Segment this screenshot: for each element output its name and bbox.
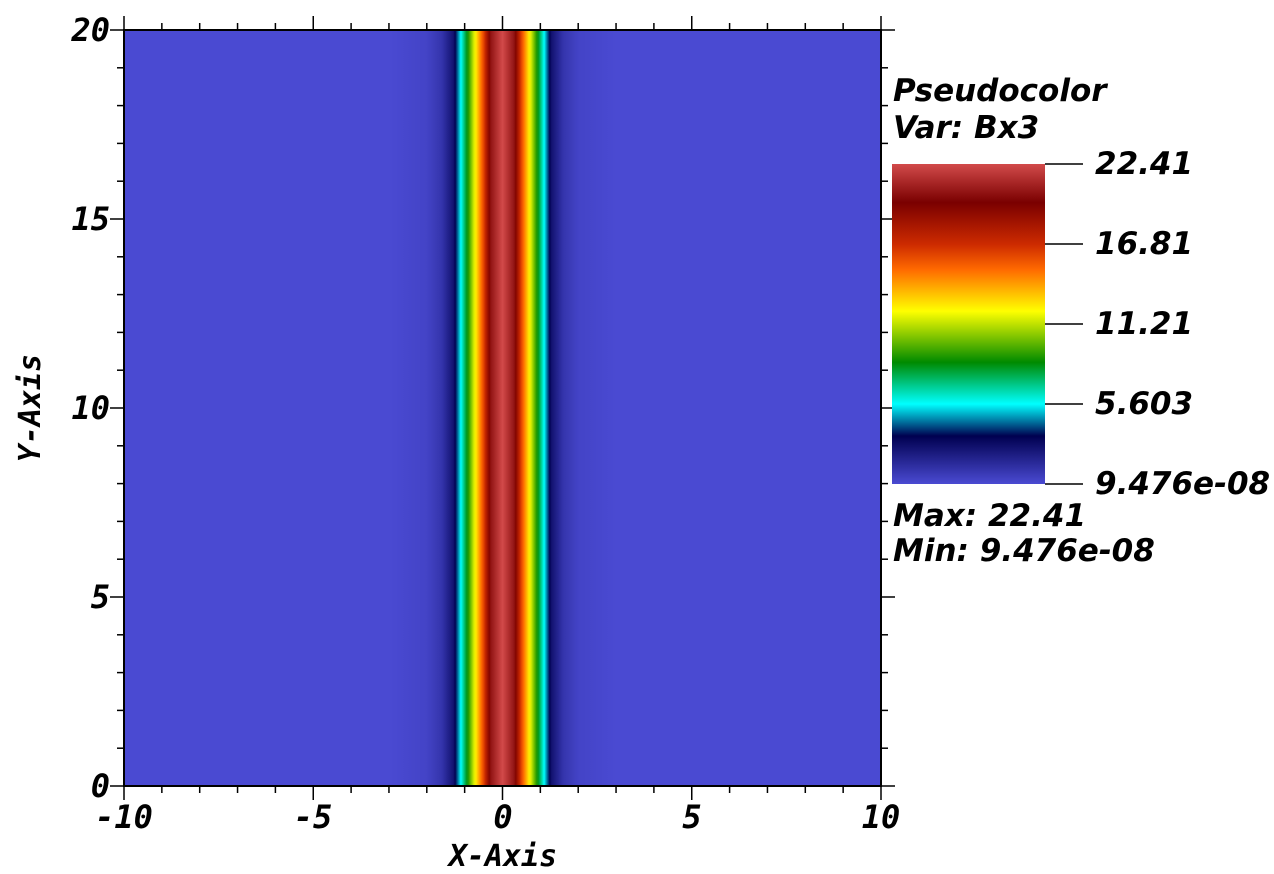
- y-tick-label: 0: [91, 767, 110, 805]
- colorbar-label: 16.81: [1095, 226, 1193, 262]
- colorbar-label: 22.41: [1095, 146, 1193, 182]
- legend-min: Min: 9.476e-08: [893, 533, 1155, 569]
- x-tick-label: 5: [682, 798, 701, 836]
- axis-ticks: [110, 16, 895, 800]
- x-axis-title: X-Axis: [446, 839, 557, 874]
- legend-variable: Var: Bx3: [893, 110, 1039, 146]
- y-tick-label: 15: [71, 200, 110, 238]
- legend-title: Pseudocolor: [893, 73, 1108, 109]
- legend: Pseudocolor Var: Bx3 22.41 16.81 11.21 5…: [892, 73, 1270, 569]
- x-tick-label: 10: [862, 798, 901, 836]
- y-tick-label: 5: [91, 578, 110, 616]
- y-tick-label: 10: [71, 389, 110, 427]
- y-tick-label: 20: [70, 11, 110, 49]
- x-tick-label: -5: [294, 798, 333, 836]
- colorbar: [892, 164, 1045, 484]
- heatmap-field: [124, 30, 881, 786]
- legend-max: Max: 22.41: [893, 498, 1086, 534]
- colorbar-label: 11.21: [1095, 306, 1193, 342]
- y-axis-title: Y-Axis: [13, 354, 48, 462]
- colorbar-label: 5.603: [1095, 386, 1193, 422]
- colorbar-label: 9.476e-08: [1095, 466, 1270, 502]
- x-tick-label: -10: [95, 798, 153, 836]
- x-tick-label: 0: [493, 798, 512, 836]
